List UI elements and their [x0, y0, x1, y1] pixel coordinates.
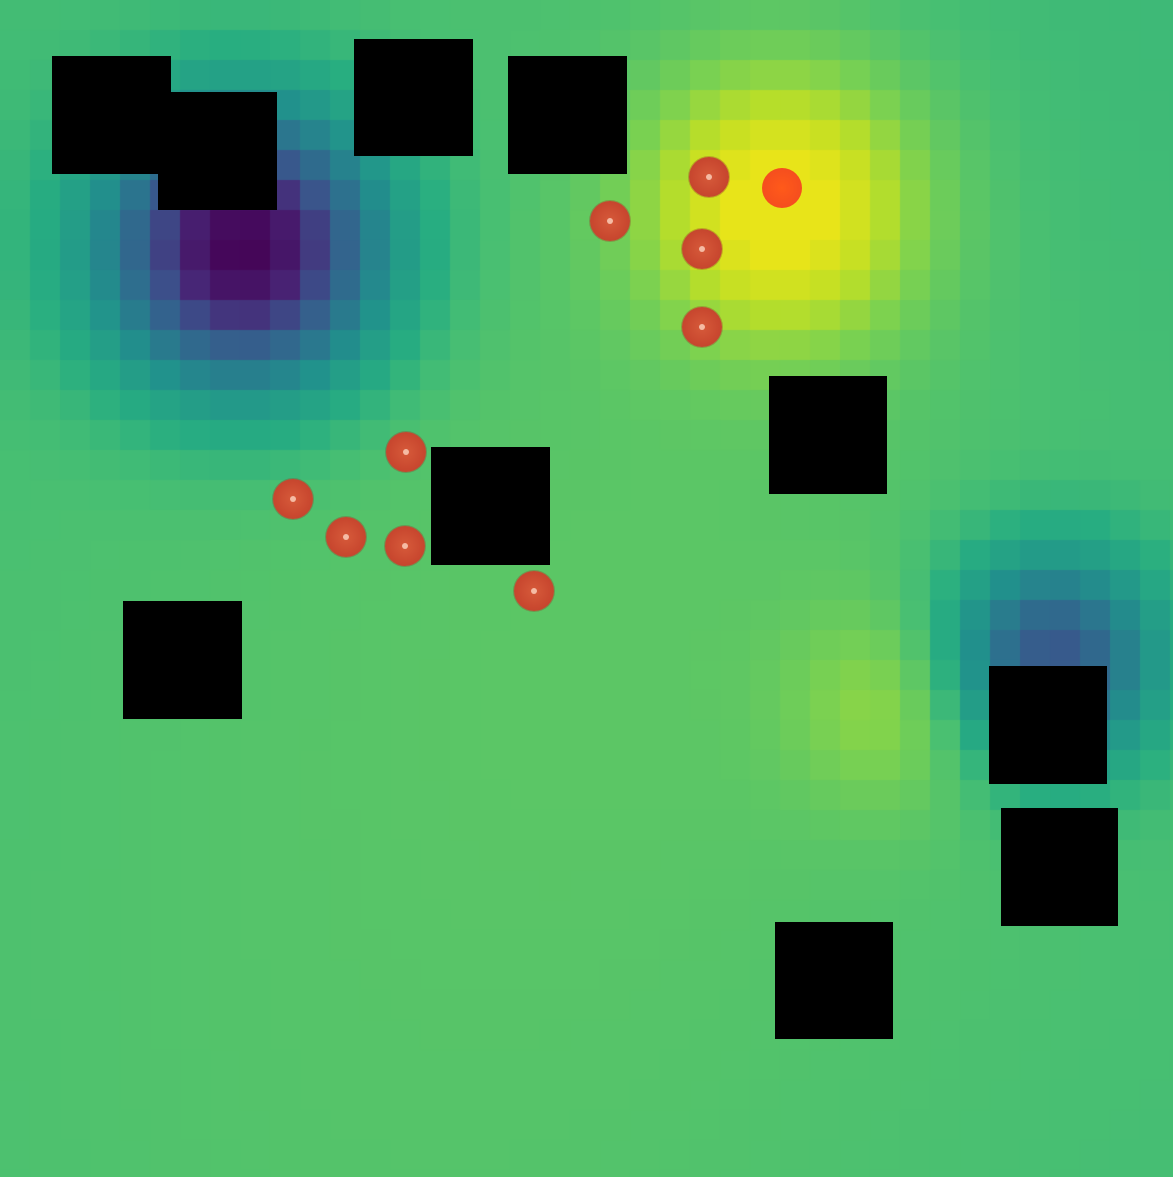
swarm-agent [689, 157, 729, 197]
obstacle-block [431, 447, 550, 565]
obstacle-block [52, 56, 171, 174]
agent-heading-marker [403, 449, 409, 455]
obstacle-block [158, 92, 277, 210]
swarm-agent [385, 526, 425, 566]
agent-heading-marker [706, 174, 712, 180]
swarm-agent [386, 432, 426, 472]
obstacle-block [775, 922, 893, 1039]
swarm-agent [682, 307, 722, 347]
agent-heading-marker [343, 534, 349, 540]
obstacle-block [989, 666, 1107, 784]
obstacle-block [123, 601, 242, 719]
agent-heading-marker [607, 218, 613, 224]
agent-heading-marker [699, 246, 705, 252]
swarm-agent [326, 517, 366, 557]
agent-heading-marker [290, 496, 296, 502]
agent-heading-marker [402, 543, 408, 549]
swarm-agent [514, 571, 554, 611]
swarm-agent [682, 229, 722, 269]
agent-heading-marker [531, 588, 537, 594]
swarm-agent [590, 201, 630, 241]
agent-heading-marker [699, 324, 705, 330]
swarm-agent [273, 479, 313, 519]
obstacle-block [769, 376, 887, 494]
leader-agent [762, 168, 802, 208]
obstacle-block [508, 56, 627, 174]
obstacle-block [1001, 808, 1118, 926]
obstacle-block [354, 39, 473, 156]
